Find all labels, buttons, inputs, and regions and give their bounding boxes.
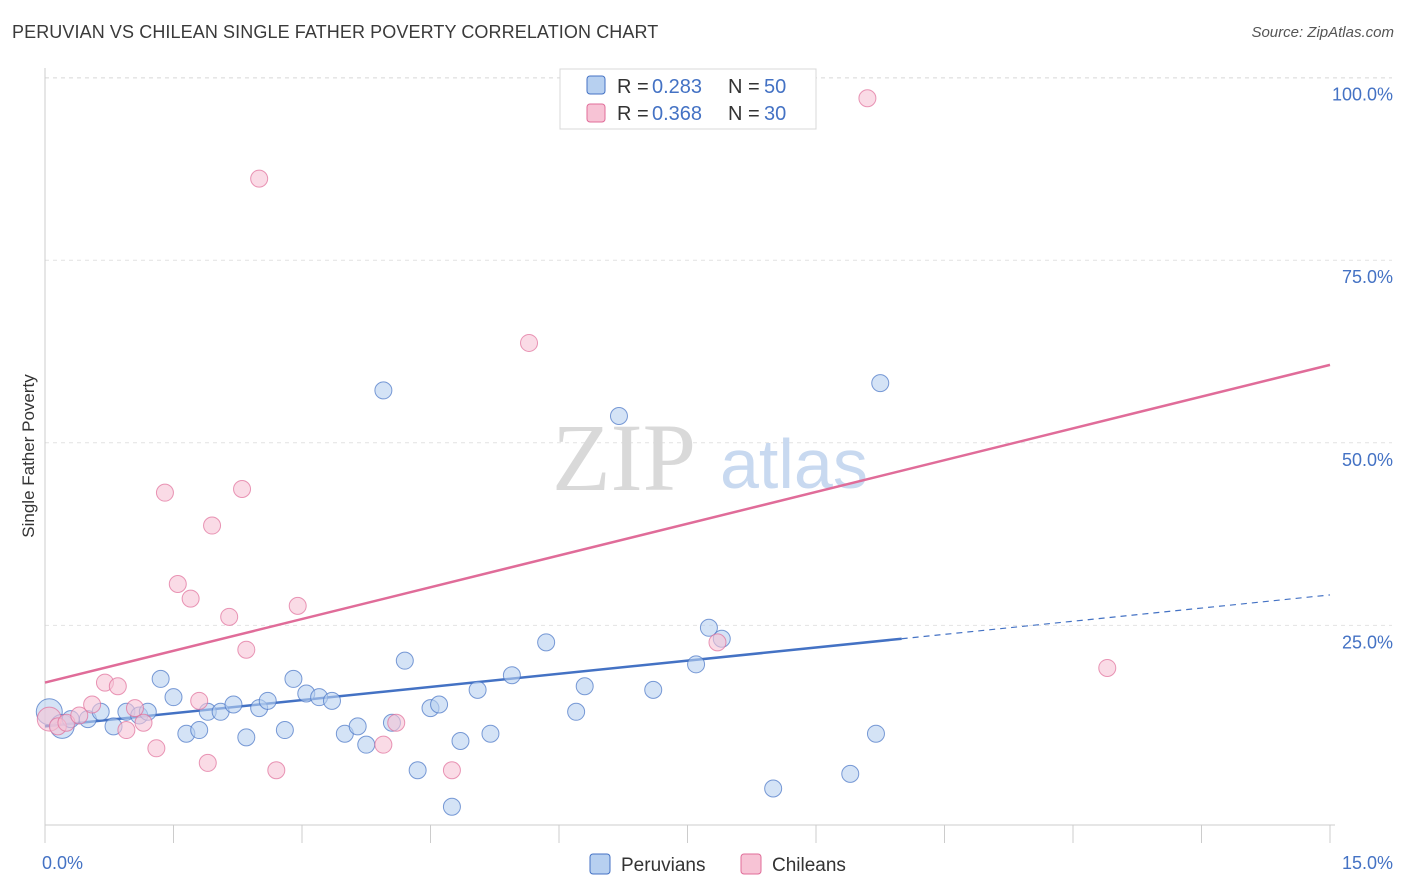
chileans-trend-line <box>44 363 1331 684</box>
chileans-point-18 <box>233 480 252 499</box>
peruvians-point-47 <box>841 764 860 783</box>
peruvians-trend-extension <box>901 594 1331 640</box>
chileans-point-24 <box>387 713 406 732</box>
chileans-point-7 <box>117 721 136 740</box>
tick-labels: 25.0% 50.0% 75.0% 100.0% 0.0% 15.0% <box>42 85 1393 873</box>
peruvians-point-9 <box>151 669 170 688</box>
chileans-point-9 <box>134 713 153 732</box>
y-tick-label-3: 100.0% <box>1332 85 1393 105</box>
chileans-point-11 <box>155 483 174 502</box>
chileans-point-21 <box>267 761 286 780</box>
axes <box>44 68 1335 843</box>
peruvians-point-48 <box>866 724 885 743</box>
chileans-point-3 <box>70 706 89 725</box>
chileans-point-14 <box>190 691 209 710</box>
legend-n-label-2: N = <box>728 103 760 125</box>
peruvians-point-49 <box>871 374 890 393</box>
peruvians-point-20 <box>284 669 303 688</box>
chileans-point-16 <box>203 516 222 535</box>
legend-box: R = 0.283 N = 50 R = 0.368 N = 30 <box>559 68 817 130</box>
legend-n-value-chileans: 30 <box>764 103 786 125</box>
chileans-point-4 <box>83 695 102 714</box>
peruvians-point-35 <box>468 680 487 699</box>
peruvians-point-25 <box>348 717 367 736</box>
peruvians-point-39 <box>567 702 586 721</box>
chileans-point-13 <box>181 589 200 608</box>
chart-source: Source: ZipAtlas.com <box>1251 24 1394 41</box>
chileans-point-19 <box>237 640 256 659</box>
peruvians-point-10 <box>164 688 183 707</box>
peruvians-point-30 <box>408 761 427 780</box>
chileans-point-20 <box>250 169 269 188</box>
chileans-point-22 <box>288 596 307 615</box>
y-axis-title: Single Father Poverty <box>19 374 38 538</box>
peruvians-point-32 <box>430 695 449 714</box>
chileans-point-8 <box>125 699 144 718</box>
peruvians-point-26 <box>357 735 376 754</box>
chileans-point-15 <box>198 753 217 772</box>
peruvians-point-29 <box>395 651 414 670</box>
chileans-point-10 <box>147 739 166 758</box>
legend-r-label-1: R = <box>617 76 649 98</box>
peruvians-point-18 <box>258 691 277 710</box>
x-tick-label-1: 15.0% <box>1342 853 1393 873</box>
chileans-point-25 <box>442 761 461 780</box>
legend-r-value-peruvians: 0.283 <box>652 76 702 98</box>
peruvians-point-40 <box>575 677 594 696</box>
chileans-point-23 <box>374 735 393 754</box>
legend-r-label-2: R = <box>617 103 649 125</box>
peruvians-point-42 <box>644 680 663 699</box>
chileans-point-26 <box>520 333 539 352</box>
chileans-point-29 <box>1098 658 1117 677</box>
bottom-legend: Peruvians Chileans <box>589 853 846 876</box>
bottom-legend-swatch-chileans <box>740 853 762 875</box>
peruvians-point-37 <box>502 666 521 685</box>
legend-swatch-peruvians <box>586 75 606 95</box>
peruvians-point-27 <box>374 381 393 400</box>
peruvians-point-16 <box>237 728 256 747</box>
peruvians-point-15 <box>224 695 243 714</box>
peruvians-point-41 <box>609 406 628 425</box>
legend-n-value-peruvians: 50 <box>764 76 786 98</box>
grid-lines <box>45 77 1392 626</box>
watermark-atlas: atlas <box>720 425 868 503</box>
chileans-point-28 <box>858 89 877 108</box>
data-points <box>35 89 1117 816</box>
y-tick-label-1: 50.0% <box>1342 450 1393 470</box>
legend-r-value-chileans: 0.368 <box>652 103 702 125</box>
peruvians-point-34 <box>451 732 470 751</box>
legend-swatch-chileans <box>586 103 606 123</box>
peruvians-point-33 <box>442 797 461 816</box>
peruvians-point-19 <box>275 721 294 740</box>
peruvians-point-43 <box>687 655 706 674</box>
peruvians-point-38 <box>537 633 556 652</box>
peruvians-point-46 <box>764 779 783 798</box>
chileans-point-6 <box>108 677 127 696</box>
chileans-point-17 <box>220 607 239 626</box>
y-tick-label-0: 25.0% <box>1342 632 1393 652</box>
peruvians-point-23 <box>322 691 341 710</box>
bottom-legend-swatch-peruvians <box>589 853 611 875</box>
chileans-point-27 <box>708 633 727 652</box>
watermark: ZIP atlas <box>552 404 868 511</box>
bottom-legend-label-peruvians: Peruvians <box>621 855 706 876</box>
chart-title: PERUVIAN VS CHILEAN SINGLE FATHER POVERT… <box>12 22 659 42</box>
peruvians-point-36 <box>481 724 500 743</box>
bottom-legend-label-chileans: Chileans <box>772 855 846 876</box>
y-tick-label-2: 75.0% <box>1342 267 1393 287</box>
peruvians-point-12 <box>190 721 209 740</box>
peruvians-point-44 <box>699 618 718 637</box>
legend-n-label-1: N = <box>728 76 760 98</box>
x-tick-label-0: 0.0% <box>42 853 83 873</box>
chileans-point-12 <box>168 574 187 593</box>
